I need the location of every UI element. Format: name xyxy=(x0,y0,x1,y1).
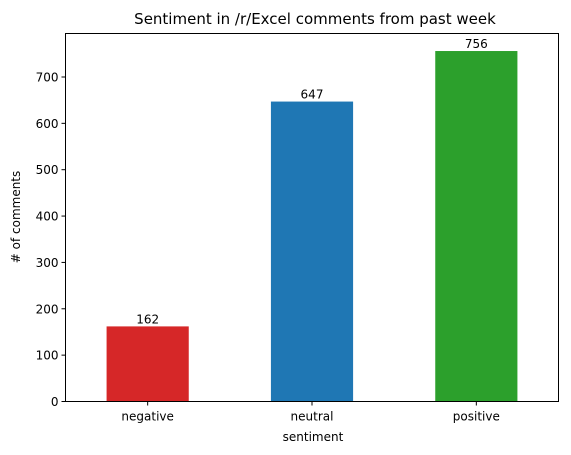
y-axis-label: # of comments xyxy=(9,171,23,264)
y-tick-label-0: 0 xyxy=(51,395,59,409)
data-label-positive: 756 xyxy=(465,37,488,51)
x-tick-label-positive: positive xyxy=(453,410,500,424)
y-tick-label-300: 300 xyxy=(36,256,59,270)
y-axis: 0 100 200 300 400 500 600 700 xyxy=(36,70,66,409)
bar-neutral xyxy=(270,101,354,402)
bars-layer xyxy=(106,51,518,402)
x-axis: negative neutral positive xyxy=(121,401,500,424)
y-tick-label-600: 600 xyxy=(36,117,59,131)
y-tick-label-500: 500 xyxy=(36,163,59,177)
data-labels-layer: 162 647 756 xyxy=(136,37,488,326)
chart-title: Sentiment in /r/Excel comments from past… xyxy=(134,10,496,28)
y-tick-label-400: 400 xyxy=(36,210,59,224)
data-label-negative: 162 xyxy=(136,312,159,326)
bar-negative xyxy=(106,326,189,402)
data-label-neutral: 647 xyxy=(301,88,324,102)
x-axis-label: sentiment xyxy=(283,430,344,444)
bar-positive xyxy=(435,51,518,402)
y-tick-label-700: 700 xyxy=(36,70,59,84)
y-tick-label-100: 100 xyxy=(36,349,59,363)
x-tick-label-neutral: neutral xyxy=(291,410,334,424)
x-tick-label-negative: negative xyxy=(121,410,173,424)
y-tick-label-200: 200 xyxy=(36,302,59,316)
